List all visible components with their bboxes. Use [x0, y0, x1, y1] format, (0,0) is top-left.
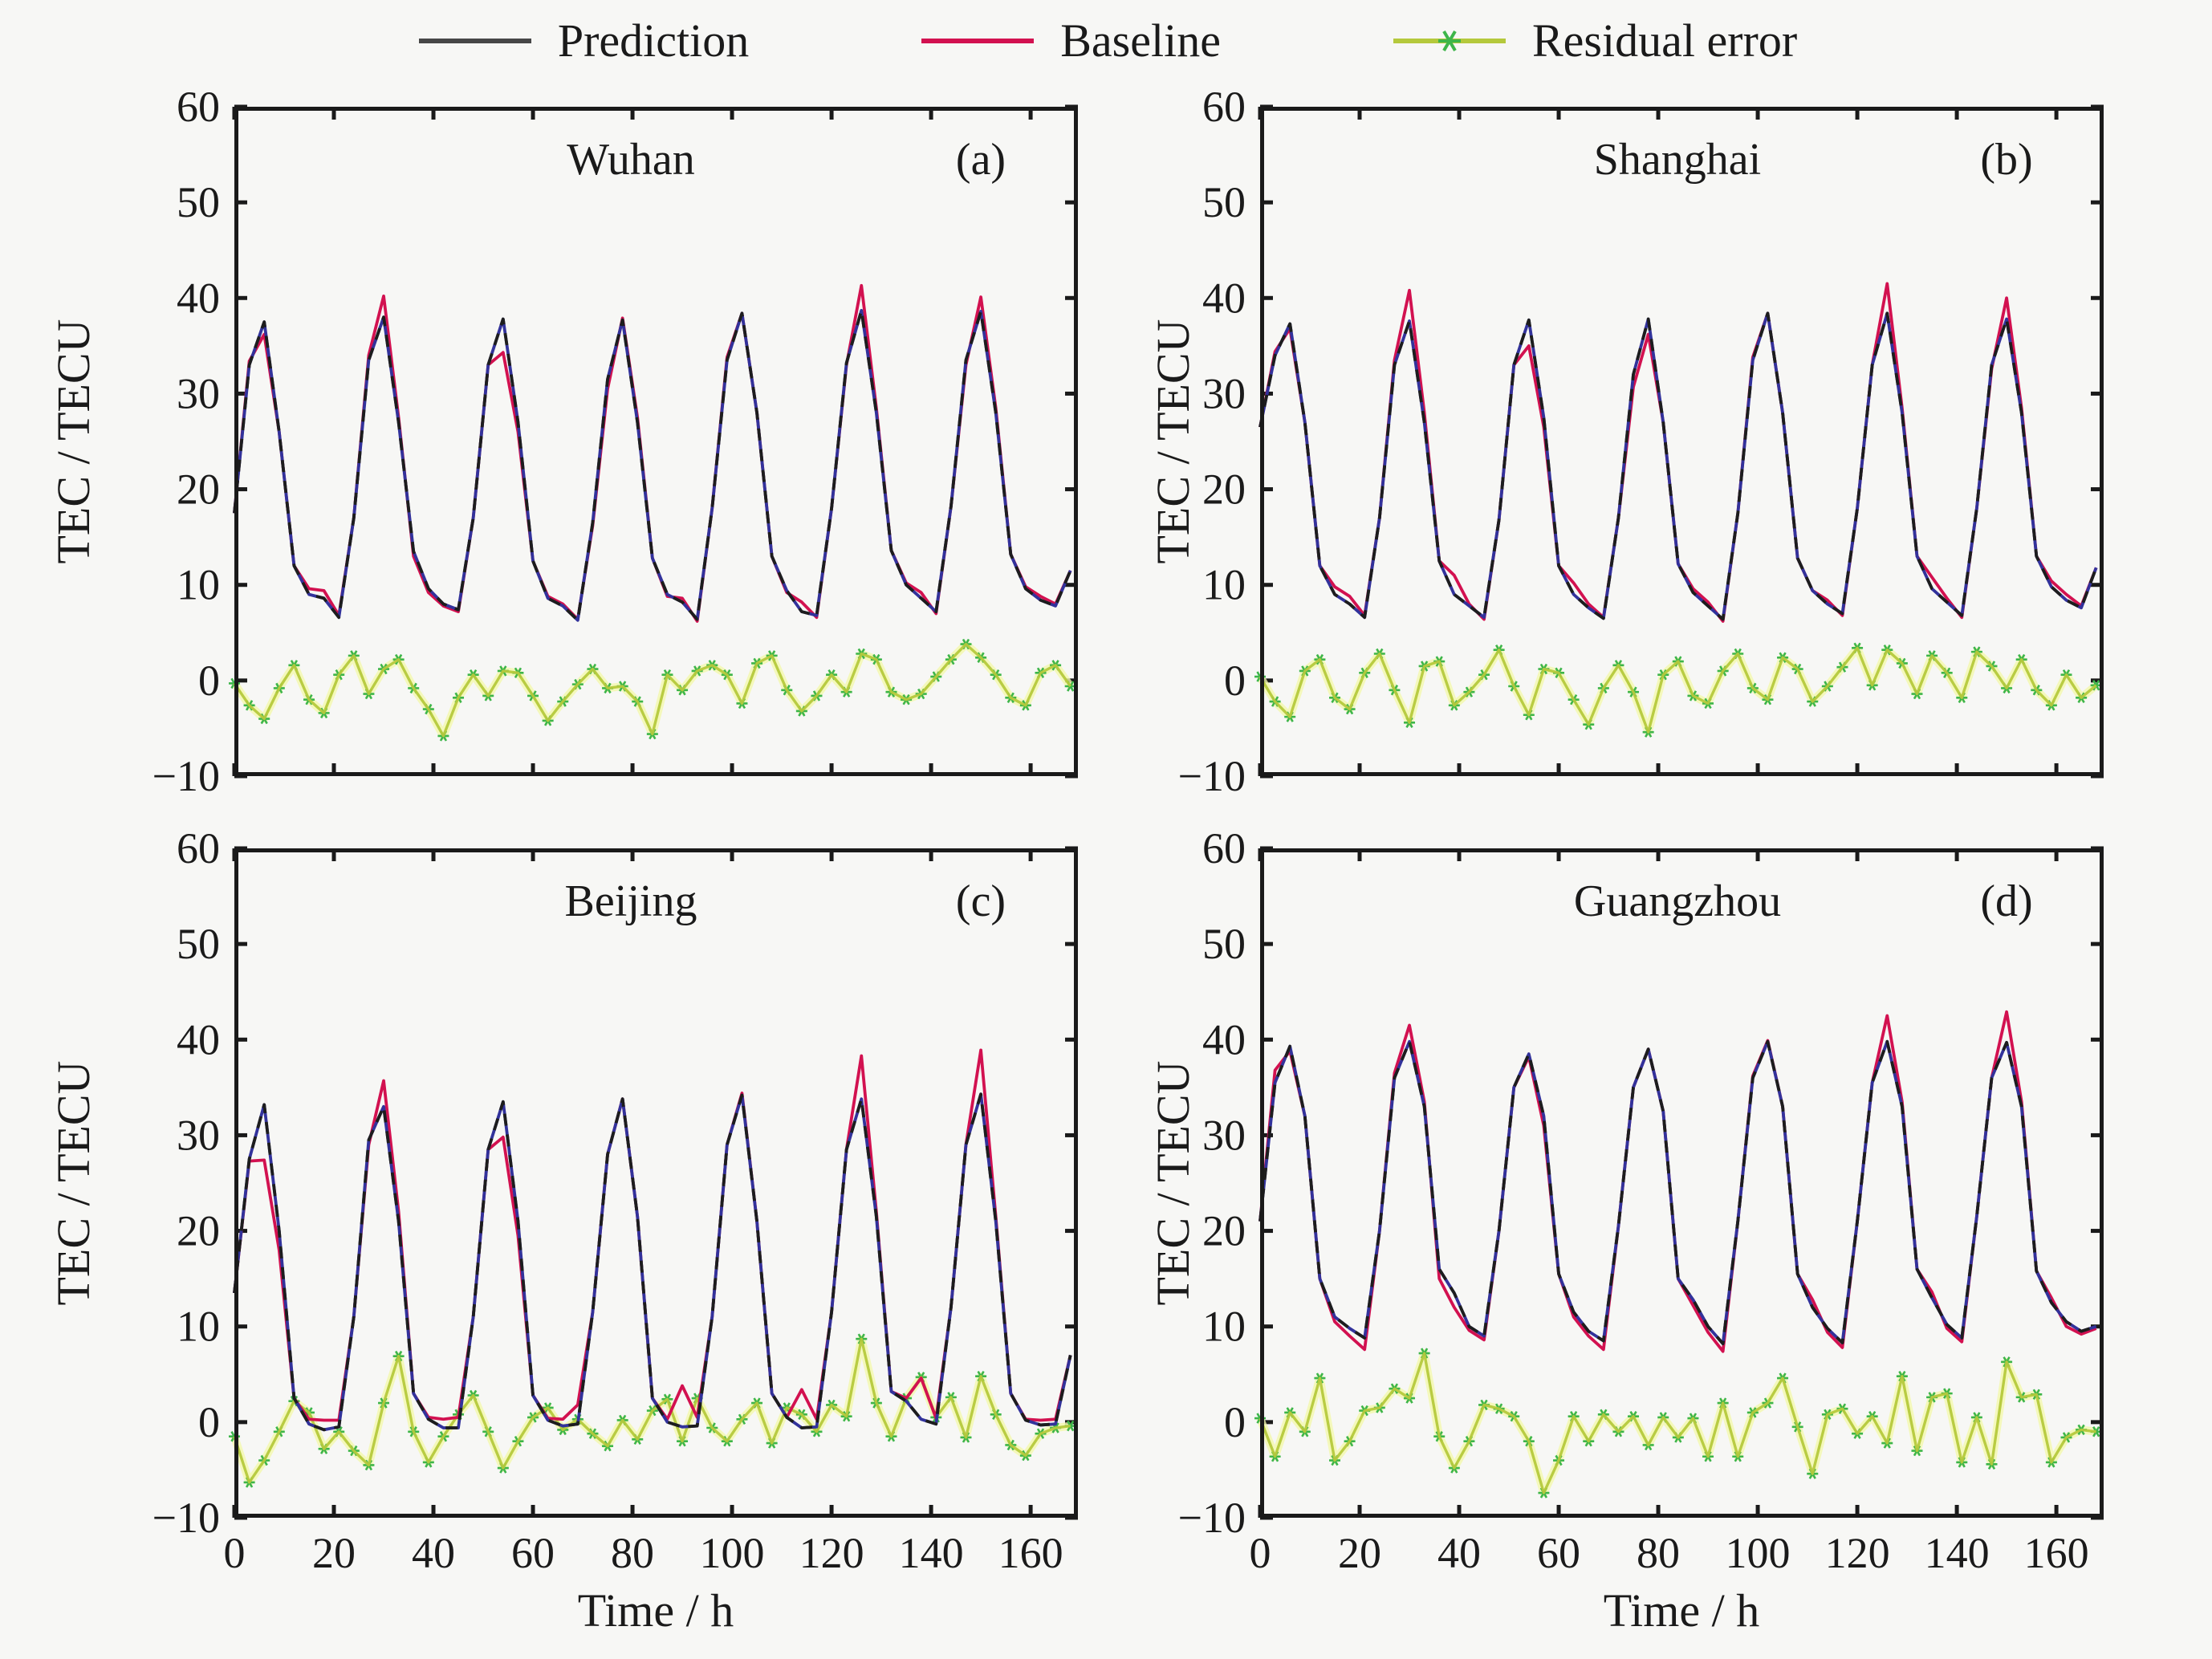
x-tick-label: 100: [700, 1529, 765, 1577]
y-tick-label: 40: [1202, 1015, 1246, 1063]
legend-item-prediction: Prediction: [415, 18, 749, 64]
y-tick-label: 40: [177, 274, 220, 322]
plot-area-wuhan: −10 0 10 20 30 40 50 60: [152, 83, 1078, 800]
prediction-line: [1258, 1039, 2097, 1346]
panel-title-wuhan: Wuhan: [567, 135, 695, 185]
y-tick-label: 40: [177, 1015, 220, 1063]
legend: Prediction Baseline Residual error: [0, 18, 2212, 64]
y-tick-label: −10: [1178, 752, 1246, 800]
axes-border: [1260, 107, 2104, 776]
panel-title-guangzhou: Guangzhou: [1573, 876, 1782, 926]
residual-error-halo: [1256, 1349, 2097, 1498]
y-tick-label: 10: [1202, 1303, 1246, 1351]
panel-letter-a: (a): [955, 135, 1006, 185]
prediction-line-dash-overlay: [233, 1092, 1072, 1432]
y-axis-label-c: TEC / TECU: [47, 1060, 100, 1306]
y-tick-label: 30: [1202, 1111, 1246, 1159]
x-tick-label: 100: [1726, 1529, 1791, 1577]
y-axis-label-b: TEC / TECU: [1147, 319, 1199, 564]
y-tick-label: 20: [177, 466, 220, 514]
x-tick-label: 20: [312, 1529, 356, 1577]
residual-error-halo: [230, 640, 1074, 740]
axis-ticks: [232, 846, 1078, 1520]
y-axis-label-d: TEC / TECU: [1147, 1060, 1199, 1306]
y-tick-label: 30: [177, 1111, 220, 1159]
y-tick-label: 20: [1202, 466, 1246, 514]
y-tick-label: 10: [177, 1303, 220, 1351]
legend-label-residual: Residual error: [1531, 14, 1798, 67]
y-tick-label: −10: [152, 752, 220, 800]
axes-border: [234, 107, 1078, 776]
residual-error-line: [1258, 646, 2097, 734]
x-tick-label: 40: [1437, 1529, 1481, 1577]
x-tick-label: 20: [1338, 1529, 1381, 1577]
x-axis-label-c: Time / h: [577, 1584, 734, 1637]
y-tick-label: 40: [1202, 274, 1246, 322]
prediction-line-dash-overlay: [1258, 311, 2098, 621]
axes-border: [1260, 848, 2104, 1518]
axes-border: [234, 848, 1078, 1518]
plot-area-shanghai: −10 0 10 20 30 40 50 60: [1178, 83, 2104, 800]
y-tick-label: 50: [1202, 920, 1246, 968]
x-tick-label: 160: [2024, 1529, 2089, 1577]
prediction-line-dash-overlay: [1258, 1039, 2097, 1346]
prediction-line-swatch: [418, 39, 531, 43]
y-tick-label: 0: [198, 657, 220, 705]
x-tick-label: 80: [611, 1529, 654, 1577]
y-tick-label: 10: [177, 561, 220, 609]
x-tick-label: 40: [412, 1529, 455, 1577]
x-tick-label: 140: [899, 1529, 964, 1577]
y-tick-label: 50: [177, 920, 220, 968]
y-tick-label: −10: [1178, 1494, 1246, 1542]
x-tick-label: 60: [1537, 1529, 1580, 1577]
y-tick-label: 60: [1202, 83, 1246, 131]
x-tick-label: 160: [998, 1529, 1063, 1577]
y-tick-label: −10: [152, 1494, 220, 1542]
x-tick-label: 60: [511, 1529, 555, 1577]
x-tick-label: 0: [1250, 1529, 1271, 1577]
x-tick-label: 120: [1825, 1529, 1890, 1577]
y-tick-label: 20: [1202, 1207, 1246, 1255]
residual-error-line: [1258, 1352, 2096, 1494]
y-tick-label: 60: [177, 83, 220, 131]
legend-label-baseline: Baseline: [1060, 14, 1221, 67]
y-tick-label: 60: [177, 824, 220, 872]
panel-letter-c: (c): [955, 876, 1006, 926]
residual-line-asterisk-swatch: [1393, 30, 1506, 52]
y-tick-label: 0: [1224, 657, 1246, 705]
x-tick-label: 0: [224, 1529, 246, 1577]
y-tick-label: 0: [1224, 1398, 1246, 1446]
y-tick-label: 0: [198, 1398, 220, 1446]
panel-title-shanghai: Shanghai: [1593, 135, 1762, 185]
panel-letter-d: (d): [1980, 876, 2033, 926]
prediction-line: [233, 308, 1072, 622]
x-axis-label-d: Time / h: [1603, 1584, 1760, 1637]
x-tick-label: 80: [1637, 1529, 1680, 1577]
y-axis-label-a: TEC / TECU: [47, 319, 100, 564]
y-tick-label: 50: [177, 178, 220, 226]
legend-item-baseline: Baseline: [917, 18, 1221, 64]
panel-title-beijing: Beijing: [564, 876, 697, 926]
x-tick-label: 140: [1925, 1529, 1990, 1577]
baseline-line-swatch: [921, 39, 1035, 43]
legend-item-residual: Residual error: [1389, 18, 1797, 64]
y-tick-label: 60: [1202, 824, 1246, 872]
panel-letter-b: (b): [1980, 135, 2033, 185]
y-tick-label: 10: [1202, 561, 1246, 609]
y-tick-label: 50: [1202, 178, 1246, 226]
y-tick-label: 30: [1202, 369, 1246, 417]
residual-error-line: [233, 642, 1072, 738]
y-tick-label: 20: [177, 1207, 220, 1255]
y-tick-label: 30: [177, 369, 220, 417]
legend-label-prediction: Prediction: [557, 14, 750, 67]
x-tick-label: 120: [799, 1529, 864, 1577]
